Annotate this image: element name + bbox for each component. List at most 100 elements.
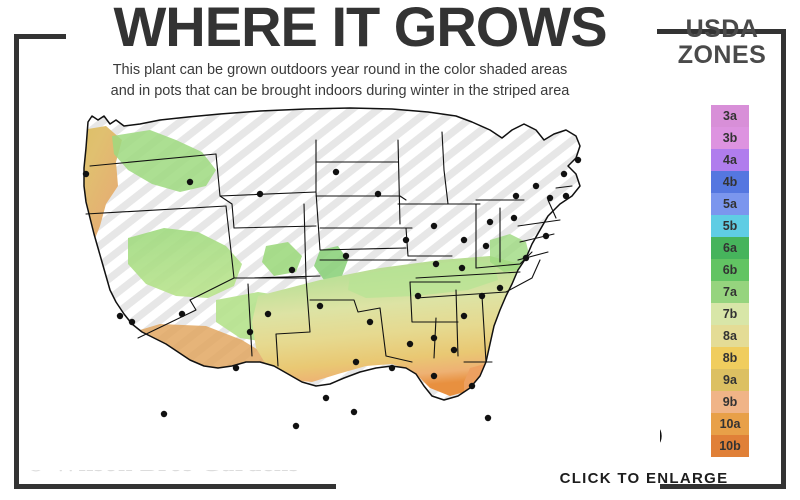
border-sd-ne [315,195,407,201]
page-title: WHERE IT GROWS [113,0,607,58]
city-dot [542,232,550,240]
city-dot [432,260,440,268]
city-dot [256,190,264,198]
border-id-mt [215,153,235,229]
subtitle-line-1: This plant can be grown outdoors year ro… [112,62,568,78]
city-dot [292,422,300,430]
border-tn-al-ga [415,291,507,299]
border-nm-tx [275,277,311,367]
city-dot [478,292,486,300]
city-dot [160,410,168,418]
page-subtitle: This plant can be grown outdoors year ro… [40,60,640,102]
state-borders [83,107,581,401]
city-dot [460,312,468,320]
city-dot [468,382,476,390]
legend-swatch-zone-10b: 10b [711,435,749,457]
city-dot [430,222,438,230]
legend-swatch-zone-9a: 9a [711,369,749,391]
legend-swatch-zone-6b: 6b [711,259,749,281]
legend-swatch-zone-5b: 5b [711,215,749,237]
city-dot [128,318,136,326]
legend-swatch-zone-7b: 7b [711,303,749,325]
border-wa-or [89,153,217,167]
city-dot [496,284,504,292]
colorado-green [314,246,348,280]
legend-swatch-zone-10a: 10a [711,413,749,435]
city-dot [388,364,396,372]
city-dot [510,214,518,222]
city-dot [366,318,374,326]
city-dot [522,254,530,262]
legend-title-line-2: ZONES [677,41,767,70]
city-dot [562,192,570,200]
border-or-ca-nv [85,205,227,215]
legend-swatch-zone-6a: 6a [711,237,749,259]
city-dots [82,156,582,430]
frame-border-bottom-left [14,484,336,489]
border-wy-co [315,191,407,251]
city-dot [574,156,582,164]
border-pa-ny [517,219,561,227]
border-dakotas-mn [397,139,401,225]
legend-swatch-zone-7a: 7a [711,281,749,303]
usda-zone-map[interactable] [20,100,660,470]
border-ms-al [455,289,459,357]
border-tn-ky [415,271,521,279]
city-dot [264,310,272,318]
city-dot [232,364,240,372]
border-ar-la [409,281,459,323]
city-dot [332,168,340,176]
city-dot [316,302,324,310]
border-mn-wi [441,131,449,205]
border-ca-nv-az [137,299,197,339]
city-dot [460,236,468,244]
border-ne-states [555,185,573,189]
frame-border-top-left [14,34,66,39]
border-ga-sc-nc [505,259,541,293]
great-basin-green [128,228,242,298]
city-dot [178,310,186,318]
national-outline [83,107,581,401]
city-dot [512,192,520,200]
southeast-color-field [252,256,532,396]
city-dot [430,372,438,380]
city-dot [560,170,568,178]
border-mt-wy [219,191,317,197]
city-dot [458,264,466,272]
city-dot [450,346,458,354]
legend-swatch-zone-3a: 3a [711,105,749,127]
frame-border-bottom-right [660,484,786,489]
border-id-wy-ut [233,225,317,229]
legend-swatch-zone-9b: 9b [711,391,749,413]
frame-border-right [781,29,786,489]
city-dot [546,194,554,202]
city-dot [414,292,422,300]
legend-title: USDA ZONES [660,16,784,69]
city-dot [484,414,492,422]
city-dot [402,236,410,244]
legend-swatch-zone-4b: 4b [711,171,749,193]
city-dot [186,178,194,186]
city-dot [116,312,124,320]
subtitle-line-2: and in pots that can be brought indoors … [110,83,570,100]
city-dot [430,334,438,342]
city-dot [322,394,330,402]
legend-swatch-zone-8b: 8b [711,347,749,369]
legend-swatch-zone-4a: 4a [711,149,749,171]
click-to-enlarge-label[interactable]: CLICK TO ENLARGE [559,470,729,487]
usda-zone-legend: 3a 3b 4a 4b 5a 5b 6a 6b 7a 7b 8a 8b 9a 9b 10a 10b [711,105,749,457]
legend-swatch-zone-5a: 5a [711,193,749,215]
city-dot [374,190,382,198]
city-dot [288,266,296,274]
city-dot [406,340,414,348]
border-co-nm [251,275,321,279]
city-dot [532,182,540,190]
city-dot [246,328,254,336]
border-ny-ne [547,199,557,219]
city-dot [350,408,358,416]
city-dot [342,252,350,260]
legend-swatch-zone-8a: 8a [711,325,749,347]
border-ok-tx [309,299,381,313]
city-dot [82,170,90,178]
